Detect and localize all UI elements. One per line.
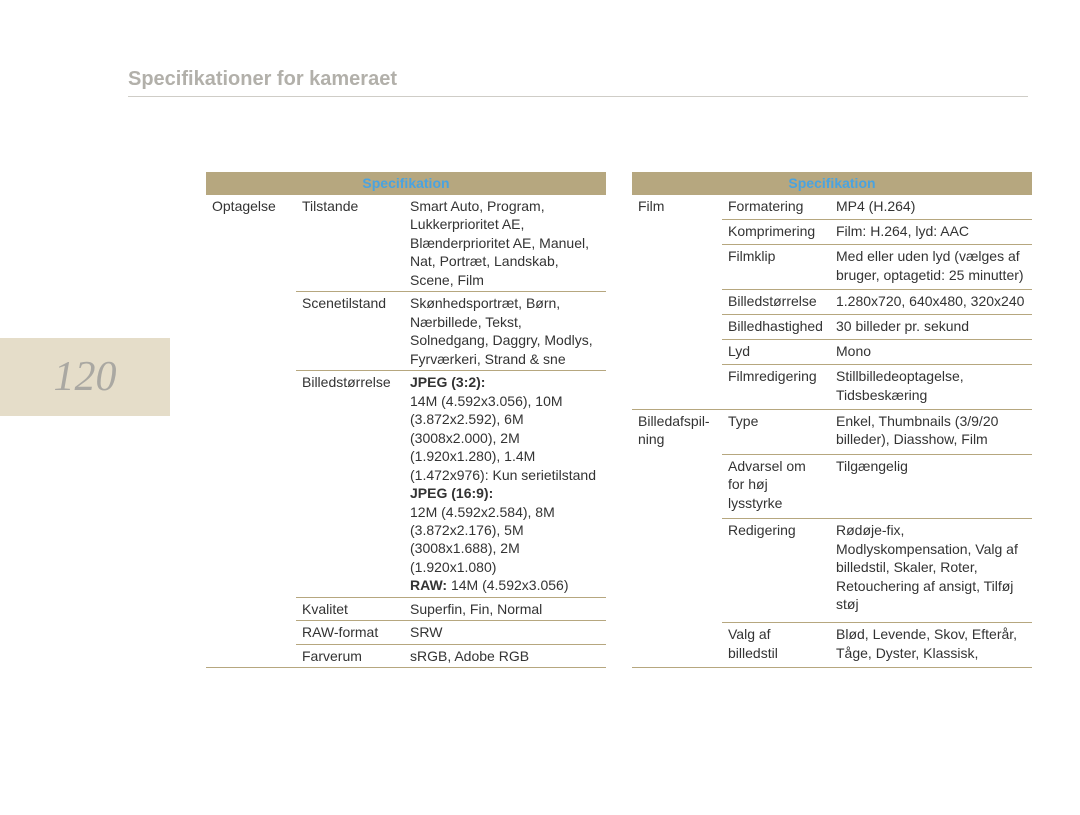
subcategory-cell: Formatering bbox=[722, 195, 830, 220]
jpeg32-body: 14M (4.592x3.056), 10M (3.872x2.592), 6M… bbox=[410, 393, 596, 483]
value-cell: Mono bbox=[830, 340, 1032, 365]
value-cell: Smart Auto, Program, Lukkerprioritet AE,… bbox=[404, 195, 606, 292]
subcategory-cell: Filmredigering bbox=[722, 365, 830, 410]
table-row: Film Formatering MP4 (H.264) bbox=[632, 195, 1032, 220]
value-cell: sRGB, Adobe RGB bbox=[404, 644, 606, 667]
value-cell: 1.280x720, 640x480, 320x240 bbox=[830, 289, 1032, 314]
subcategory-cell: RAW-format bbox=[296, 621, 404, 644]
spec-tables-container: Specifikation Optagelse Tilstande Smart … bbox=[206, 172, 1034, 668]
value-cell: Skønhedsportræt, Børn, Nærbillede, Tekst… bbox=[404, 292, 606, 371]
jpeg169-label: JPEG (16:9): bbox=[410, 485, 493, 501]
spec-table-header: Specifikation bbox=[206, 172, 606, 195]
value-cell: MP4 (H.264) bbox=[830, 195, 1032, 220]
value-cell: 30 billeder pr. sekund bbox=[830, 315, 1032, 340]
category-cell: Film bbox=[632, 195, 722, 410]
subcategory-cell: Filmklip bbox=[722, 245, 830, 290]
category-cell: Optagelse bbox=[206, 195, 296, 668]
page-title: Specifikationer for kameraet bbox=[128, 68, 397, 91]
subcategory-cell: Billedhastighed bbox=[722, 315, 830, 340]
raw-body: 14M (4.592x3.056) bbox=[447, 577, 568, 593]
subcategory-cell: Valg af billedstil bbox=[722, 623, 830, 668]
table-row: Optagelse Tilstande Smart Auto, Program,… bbox=[206, 195, 606, 292]
table-row: Billedafspil-ning Type Enkel, Thumbnails… bbox=[632, 410, 1032, 455]
subcategory-cell: Advarsel om for høj lysstyrke bbox=[722, 454, 830, 519]
value-cell: Tilgængelig bbox=[830, 454, 1032, 519]
subcategory-cell: Redigering bbox=[722, 519, 830, 623]
value-cell: JPEG (3:2): 14M (4.592x3.056), 10M (3.87… bbox=[404, 371, 606, 598]
subcategory-cell: Kvalitet bbox=[296, 597, 404, 620]
value-cell: Film: H.264, lyd: AAC bbox=[830, 220, 1032, 245]
raw-label: RAW: bbox=[410, 577, 447, 593]
subcategory-cell: Billedstørrelse bbox=[722, 289, 830, 314]
subcategory-cell: Lyd bbox=[722, 340, 830, 365]
subcategory-cell: Scenetilstand bbox=[296, 292, 404, 371]
value-cell: Med eller uden lyd (vælges af bruger, op… bbox=[830, 245, 1032, 290]
value-cell: Enkel, Thumbnails (3/9/20 billeder), Dia… bbox=[830, 410, 1032, 455]
subcategory-cell: Farverum bbox=[296, 644, 404, 667]
category-cell: Billedafspil-ning bbox=[632, 410, 722, 668]
jpeg32-label: JPEG (3:2): bbox=[410, 374, 485, 390]
subcategory-cell: Type bbox=[722, 410, 830, 455]
spec-table-right: Specifikation Film Formatering MP4 (H.26… bbox=[632, 172, 1032, 668]
subcategory-cell: Tilstande bbox=[296, 195, 404, 292]
page-number-block: 120 bbox=[0, 338, 170, 416]
value-cell: SRW bbox=[404, 621, 606, 644]
subcategory-cell: Komprimering bbox=[722, 220, 830, 245]
value-cell: Blød, Levende, Skov, Efterår, Tåge, Dyst… bbox=[830, 623, 1032, 668]
jpeg169-body: 12M (4.592x2.584), 8M (3.872x2.176), 5M … bbox=[410, 504, 555, 575]
value-cell: Stillbilledeoptagelse, Tidsbeskæring bbox=[830, 365, 1032, 410]
value-cell: Rødøje-fix, Modlyskompensation, Valg af … bbox=[830, 519, 1032, 623]
page-number: 120 bbox=[54, 353, 117, 401]
spec-table-header: Specifikation bbox=[632, 172, 1032, 195]
value-cell: Superfin, Fin, Normal bbox=[404, 597, 606, 620]
subcategory-cell: Billedstørrelse bbox=[296, 371, 404, 598]
spec-table-left: Specifikation Optagelse Tilstande Smart … bbox=[206, 172, 606, 668]
title-underline bbox=[128, 96, 1028, 97]
